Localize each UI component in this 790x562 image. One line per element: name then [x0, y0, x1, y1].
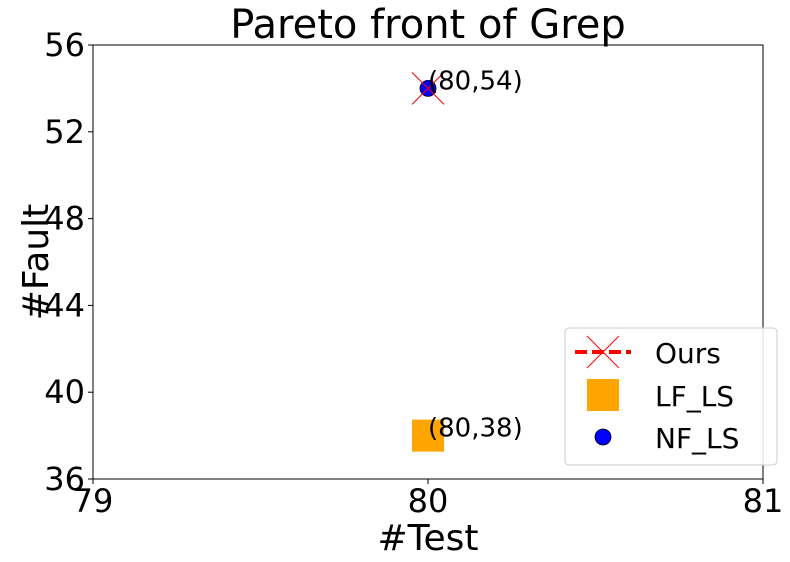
y-axis-label: #Fault: [16, 204, 57, 321]
legend-marker-nf-ls: [594, 428, 612, 446]
chart-title: Pareto front of Grep: [230, 2, 626, 48]
data-point-ours: [411, 72, 445, 105]
y-tick-label: 40: [44, 373, 85, 411]
data-point-lf-ls: [412, 419, 444, 452]
y-tick-label: 56: [44, 26, 85, 64]
legend-marker-lf-ls: [587, 379, 619, 411]
point-annotation: (80,38): [428, 414, 523, 444]
legend-frame: [564, 327, 778, 466]
y-tick-label: 36: [44, 460, 85, 498]
y-tick-label: 44: [44, 286, 85, 324]
x-tick-label: 80: [408, 482, 449, 520]
y-tick-label: 52: [44, 113, 85, 151]
x-tick-label: 81: [743, 482, 784, 520]
legend-label-lf-ls: LF_LS: [655, 380, 734, 413]
legend: Ours LF_LS NF_LS: [564, 327, 778, 466]
x-axis-label: #Test: [377, 518, 478, 559]
legend-marker-ours: [586, 335, 620, 369]
legend-label-ours: Ours: [655, 337, 721, 370]
y-tick-label: 48: [44, 200, 85, 238]
legend-label-nf-ls: NF_LS: [655, 422, 739, 455]
x-tick-label: 79: [73, 482, 114, 520]
point-annotation: (80,54): [428, 66, 523, 96]
